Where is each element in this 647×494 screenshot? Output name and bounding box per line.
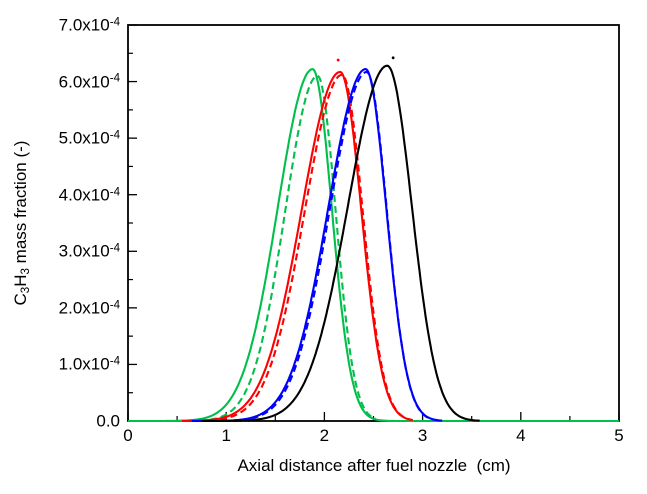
- stray-mark: [391, 56, 395, 60]
- y-axis-title: C3H3 mass fraction (-): [10, 140, 32, 306]
- y-tick-label: 2.0x10-4: [58, 298, 120, 318]
- x-tick-label: 1: [221, 426, 231, 445]
- red-dashed-curve: [186, 73, 412, 422]
- blue-dashed-curve: [196, 70, 441, 423]
- y-tick-label: 0.0: [96, 411, 120, 431]
- black-solid-curve: [201, 64, 480, 423]
- x-tick-label: 2: [319, 426, 330, 445]
- x-tick-label: 3: [417, 426, 428, 445]
- blue-solid-curve: [191, 68, 443, 423]
- y-tick-label: 3.0x10-4: [58, 241, 120, 261]
- x-tick-label: 5: [614, 426, 624, 445]
- green-dashed-curve: [177, 74, 376, 423]
- y-tick-label: 5.0x10-4: [58, 128, 120, 148]
- stray-mark: [336, 58, 340, 62]
- y-tick-label: 4.0x10-4: [58, 185, 120, 205]
- y-tick-label: 7.0x10-4: [58, 15, 120, 35]
- y-tick-label: 6.0x10-4: [58, 72, 120, 92]
- x-tick-label: 4: [516, 426, 526, 445]
- green-solid-curve: [128, 67, 619, 423]
- x-axis-title: Axial distance after fuel nozzle (cm): [237, 456, 511, 475]
- y-tick-label: 1.0x10-4: [58, 354, 120, 374]
- x-tick-label: 0: [123, 426, 133, 445]
